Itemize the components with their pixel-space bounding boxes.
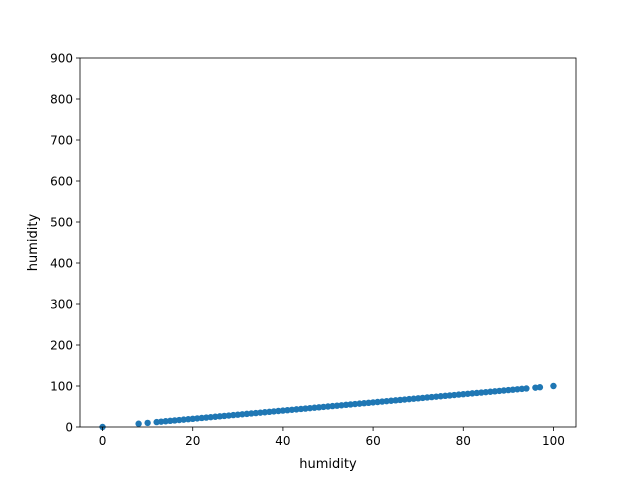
x-tick-label: 80 — [456, 434, 471, 448]
x-tick-label: 100 — [542, 434, 565, 448]
data-point — [536, 384, 544, 391]
y-tick-label: 900 — [50, 52, 73, 66]
y-axis-label: humidity — [26, 213, 41, 271]
x-tick-label: 40 — [275, 434, 290, 448]
data-points — [99, 382, 557, 431]
data-point — [523, 385, 530, 392]
y-tick-label: 700 — [50, 134, 73, 148]
y-tick-label: 500 — [50, 216, 73, 230]
data-point — [135, 420, 142, 427]
x-tick-label: 60 — [365, 434, 380, 448]
axes-frame — [79, 57, 577, 428]
x-axis-ticks: 0 20 40 60 80 100 — [99, 427, 565, 448]
y-tick-label: 200 — [50, 339, 73, 353]
y-tick-label: 600 — [50, 175, 73, 189]
y-tick-label: 400 — [50, 257, 73, 271]
data-point — [550, 382, 557, 390]
y-tick-label: 300 — [50, 298, 73, 312]
x-tick-label: 0 — [99, 434, 107, 448]
plot-area — [80, 58, 576, 427]
y-tick-label: 100 — [50, 380, 73, 394]
x-axis-label: humidity — [299, 457, 357, 472]
y-axis-ticks: 0 100 200 300 400 500 600 700 800 900 — [50, 52, 80, 435]
y-tick-label: 0 — [65, 421, 73, 435]
y-tick-label: 800 — [50, 93, 73, 107]
x-tick-label: 20 — [185, 434, 200, 448]
data-point — [144, 419, 151, 427]
